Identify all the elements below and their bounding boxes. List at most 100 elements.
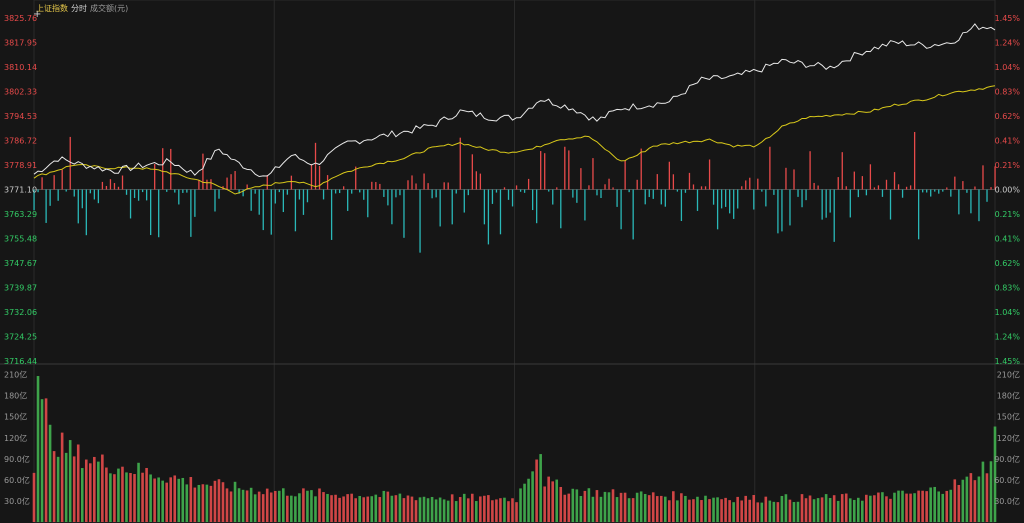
diff-bar	[729, 189, 731, 214]
tab-intraday[interactable]: 分时	[71, 4, 87, 13]
diff-bar	[531, 189, 534, 211]
diff-bar	[250, 189, 252, 211]
price-line	[33, 23, 996, 178]
diff-bar	[125, 189, 128, 195]
volume-bar	[269, 492, 273, 522]
diff-bar	[905, 186, 908, 190]
volume-bar	[177, 478, 181, 522]
left-tick-label: 3763.29	[4, 210, 37, 219]
volume-bar	[531, 471, 534, 522]
volume-bar	[659, 495, 663, 522]
volume-bar	[756, 502, 760, 522]
volume-bar	[933, 486, 936, 522]
volume-bar	[921, 490, 924, 522]
left-tick-label: 3778.91	[4, 161, 37, 170]
volume-bar	[704, 495, 707, 522]
volume-bar	[233, 481, 237, 522]
diff-bar	[435, 189, 437, 198]
diff-bar	[145, 189, 148, 201]
diff-bar	[363, 189, 365, 200]
volume-bar	[80, 468, 84, 522]
volume-bar	[470, 493, 474, 522]
volume-bar	[318, 488, 321, 522]
diff-bar	[540, 151, 542, 190]
diff-bar	[194, 189, 196, 217]
diff-bar	[302, 189, 305, 215]
diff-bar	[294, 189, 297, 232]
volume-bar	[503, 497, 506, 522]
volume-bar	[547, 476, 550, 522]
volume-bar	[816, 498, 820, 522]
diff-bar	[334, 189, 337, 194]
diff-bar	[781, 189, 783, 232]
volume-tick-label-left: 90.0亿	[4, 454, 30, 464]
diff-bar	[487, 189, 490, 245]
diff-bar	[403, 189, 405, 238]
volume-bar	[290, 495, 293, 522]
left-axis-labels: 3825.76 3817.95 3810.14 3802.33 3794.53 3786.…	[4, 14, 37, 366]
volume-bar	[507, 501, 510, 522]
diff-bar	[439, 189, 441, 227]
volume-bar	[495, 499, 498, 522]
diff-bar	[343, 186, 345, 190]
volume-bar	[487, 495, 490, 522]
volume-bar	[386, 491, 390, 522]
diff-bar	[668, 161, 671, 190]
diff-bar	[930, 189, 932, 197]
diff-bar	[853, 171, 855, 190]
volume-bar	[623, 492, 627, 522]
right-tick-label: 1.45%	[995, 14, 1021, 23]
left-tick-label: 3771.10	[4, 186, 37, 195]
volume-bar	[277, 490, 281, 522]
volume-bar	[302, 488, 305, 522]
diff-bar	[632, 189, 634, 240]
index-title[interactable]: 上证指数	[36, 4, 68, 13]
volume-bar	[776, 502, 780, 522]
volume-bar	[88, 463, 92, 522]
diff-bar	[258, 189, 260, 215]
volume-bar	[712, 497, 715, 522]
volume-bar	[153, 478, 156, 522]
volume-bar	[865, 494, 868, 522]
volume-tick-label-right: 210亿	[997, 370, 1020, 380]
diff-bar	[443, 182, 445, 190]
left-tick-label: 3810.14	[4, 63, 37, 72]
diff-bar	[407, 180, 409, 190]
right-tick-label: 1.24%	[995, 333, 1021, 342]
volume-bar	[60, 432, 64, 522]
diff-bar	[720, 189, 723, 209]
volume-bar	[563, 494, 567, 522]
diff-bar	[745, 180, 747, 190]
volume-bar	[330, 495, 333, 522]
diff-bar	[338, 189, 341, 194]
diff-bar	[950, 189, 952, 197]
left-tick-label: 3739.87	[4, 284, 37, 293]
diff-bar	[41, 177, 43, 190]
diff-bar	[560, 189, 562, 229]
volume-bar	[635, 492, 639, 522]
volume-bar	[647, 495, 651, 522]
right-tick-label: 1.04%	[995, 308, 1021, 317]
diff-bar	[600, 189, 602, 199]
volume-bar	[125, 472, 128, 522]
volume-bar	[929, 487, 932, 522]
diff-bar	[773, 189, 775, 195]
diff-bar	[672, 174, 675, 190]
diff-bar	[202, 153, 204, 190]
volume-tick-label-right: 30.0亿	[994, 496, 1020, 506]
volume-tick-label-left: 180亿	[4, 391, 27, 401]
diff-bar	[463, 189, 465, 213]
diff-bar	[503, 187, 506, 190]
diff-bar	[897, 184, 900, 190]
volume-bar	[804, 498, 808, 522]
volume-bar	[881, 492, 884, 522]
volume-bar	[314, 496, 317, 522]
diff-bar	[415, 183, 417, 190]
diff-bar	[519, 189, 522, 192]
volume-bar	[760, 502, 764, 522]
diff-bar	[785, 167, 787, 190]
volume-bar	[286, 495, 289, 522]
volume-bar	[430, 496, 434, 522]
diff-bar	[69, 136, 71, 190]
